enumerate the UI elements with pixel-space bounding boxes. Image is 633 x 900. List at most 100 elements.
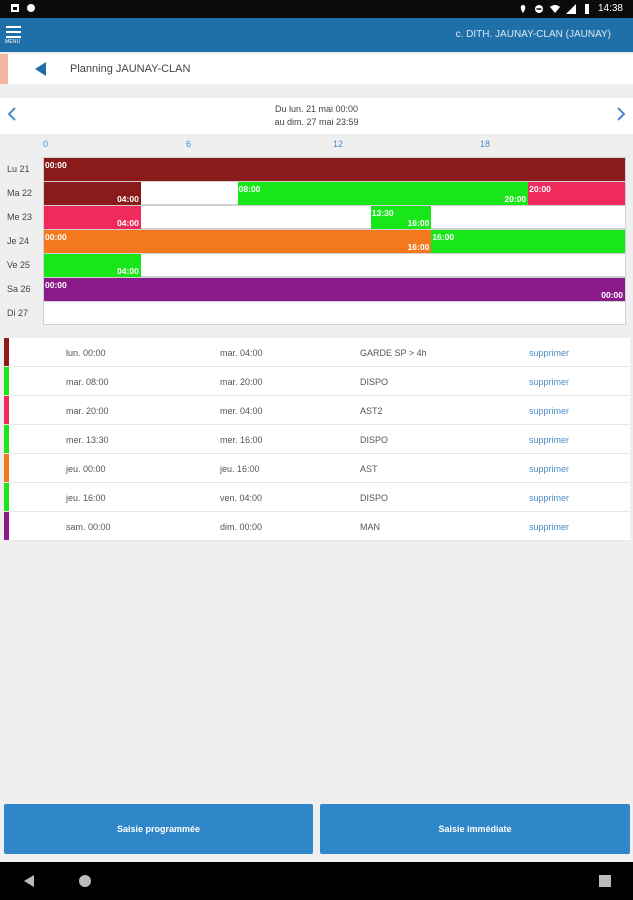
list-item: jeu. 16:00 ven. 04:00 DISPO supprimer xyxy=(4,483,630,512)
shift-end: mar. 04:00 xyxy=(220,348,263,358)
shift-type: GARDE SP > 4h xyxy=(360,348,427,358)
day-label: Ve 25 xyxy=(7,260,31,270)
shift-start: mer. 13:30 xyxy=(66,435,109,445)
day-track[interactable] xyxy=(43,301,626,325)
back-arrow-icon[interactable] xyxy=(33,61,47,82)
day-track[interactable]: 04:00 xyxy=(43,253,626,278)
day-label: Lu 21 xyxy=(7,164,30,174)
delete-link[interactable]: supprimer xyxy=(529,435,570,445)
nav-recents-icon[interactable] xyxy=(598,874,612,893)
day-track[interactable]: 00:00 xyxy=(43,157,626,182)
segment-end-time: 00:00 xyxy=(601,290,623,300)
day-label: Ma 22 xyxy=(7,188,33,198)
shift-segment[interactable]: 20:00 xyxy=(528,182,625,206)
delete-link[interactable]: supprimer xyxy=(529,464,570,474)
shift-segment[interactable]: 08:00 20:00 xyxy=(237,182,529,206)
segment-start-time: 16:00 xyxy=(432,232,455,242)
segment-end-time: 04:00 xyxy=(117,194,139,204)
nav-back-icon[interactable] xyxy=(22,874,36,893)
day-label: Di 27 xyxy=(7,308,29,318)
menu-label: MENU xyxy=(5,39,21,45)
color-chip xyxy=(4,338,9,366)
segment-start-time: 00:00 xyxy=(45,280,67,290)
shift-segment[interactable]: 00:00 xyxy=(44,158,625,182)
shift-end: mar. 20:00 xyxy=(220,377,263,387)
page-title: Planning JAUNAY-CLAN xyxy=(70,63,191,75)
day-track[interactable]: 04:00 08:00 20:00 20:00 xyxy=(43,181,626,206)
shift-segment[interactable]: 00:00 00:00 xyxy=(44,278,625,302)
do-not-disturb-icon xyxy=(534,4,544,14)
shift-segment[interactable]: 00:00 16:00 xyxy=(44,230,432,254)
shift-end: jeu. 16:00 xyxy=(220,464,260,474)
list-item: jeu. 00:00 jeu. 16:00 AST supprimer xyxy=(4,454,630,483)
shift-start: mar. 08:00 xyxy=(66,377,109,387)
previous-week-icon[interactable] xyxy=(7,106,17,127)
color-chip xyxy=(4,396,9,424)
next-week-icon[interactable] xyxy=(616,106,626,127)
list-item: sam. 00:00 dim. 00:00 MAN supprimer xyxy=(4,512,630,541)
segment-end-time: 04:00 xyxy=(117,218,139,228)
user-label: c. DITH. JAUNAY-CLAN (JAUNAY) xyxy=(455,29,611,40)
scheduled-entry-button[interactable]: Saisie programmée xyxy=(4,804,313,854)
day-row: Ve 25 04:00 xyxy=(0,253,633,278)
date-range-start: Du lun. 21 mai 00:00 xyxy=(274,104,359,114)
shift-end: mer. 16:00 xyxy=(220,435,263,445)
shift-end: mer. 04:00 xyxy=(220,406,263,416)
sync-icon xyxy=(26,3,36,13)
nav-home-icon[interactable] xyxy=(78,874,92,893)
date-range: Du lun. 21 mai 00:00 au dim. 27 mai 23:5… xyxy=(0,103,633,129)
day-row: Di 27 xyxy=(0,301,633,325)
shift-start: mar. 20:00 xyxy=(66,406,109,416)
shift-type: AST xyxy=(360,464,378,474)
title-accent xyxy=(0,54,8,84)
delete-link[interactable]: supprimer xyxy=(529,493,570,503)
wifi-icon xyxy=(549,4,560,14)
segment-end-time: 16:00 xyxy=(407,242,430,252)
color-chip xyxy=(4,483,9,511)
shift-type: AST2 xyxy=(360,406,383,416)
day-row: Ma 22 04:00 08:00 20:00 20:00 xyxy=(0,181,633,206)
day-label: Sa 26 xyxy=(7,284,31,294)
segment-end-time: 20:00 xyxy=(504,194,527,204)
shift-type: MAN xyxy=(360,522,380,532)
day-row: Me 23 04:00 13:30 16:00 xyxy=(0,205,633,230)
signal-icon xyxy=(565,3,576,14)
shift-start: jeu. 00:00 xyxy=(66,464,106,474)
shift-start: lun. 00:00 xyxy=(66,348,106,358)
title-bar: Planning JAUNAY-CLAN xyxy=(0,54,633,84)
delete-link[interactable]: supprimer xyxy=(529,406,570,416)
list-item: mar. 08:00 mar. 20:00 DISPO supprimer xyxy=(4,367,630,396)
shift-segment[interactable]: 04:00 xyxy=(44,182,141,206)
delete-link[interactable]: supprimer xyxy=(529,522,570,532)
location-icon xyxy=(518,4,528,14)
shift-type: DISPO xyxy=(360,493,389,503)
day-track[interactable]: 04:00 13:30 16:00 xyxy=(43,205,626,230)
system-nav-bar xyxy=(0,862,633,900)
day-track[interactable]: 00:00 00:00 xyxy=(43,277,626,302)
hamburger-icon xyxy=(6,26,21,28)
segment-start-time: 00:00 xyxy=(45,232,67,242)
day-track[interactable]: 00:00 16:00 16:00 xyxy=(43,229,626,254)
color-chip xyxy=(4,425,9,453)
day-label: Me 23 xyxy=(7,212,33,222)
shift-start: jeu. 16:00 xyxy=(66,493,106,503)
delete-link[interactable]: supprimer xyxy=(529,377,570,387)
segment-start-time: 20:00 xyxy=(529,184,551,194)
status-time: 14:38 xyxy=(597,3,623,14)
status-bar: 14:38 xyxy=(0,0,633,18)
delete-link[interactable]: supprimer xyxy=(529,348,570,358)
shift-segment[interactable]: 04:00 xyxy=(44,254,141,278)
battery-icon xyxy=(582,3,592,14)
hour-tick: 18 xyxy=(480,139,491,149)
app-bar: MENU c. DITH. JAUNAY-CLAN (JAUNAY) xyxy=(0,18,633,52)
shift-type: DISPO xyxy=(360,435,389,445)
segment-start-time: 13:30 xyxy=(371,208,394,218)
immediate-entry-button[interactable]: Saisie immédiate xyxy=(320,804,630,854)
menu-button[interactable]: MENU xyxy=(5,23,23,47)
segment-end-time: 04:00 xyxy=(117,266,139,276)
shift-segment[interactable]: 04:00 xyxy=(44,206,141,230)
shift-segment[interactable]: 16:00 xyxy=(431,230,625,254)
shift-segment[interactable]: 13:30 16:00 xyxy=(370,206,432,230)
shift-type: DISPO xyxy=(360,377,389,387)
shift-end: dim. 00:00 xyxy=(220,522,263,532)
